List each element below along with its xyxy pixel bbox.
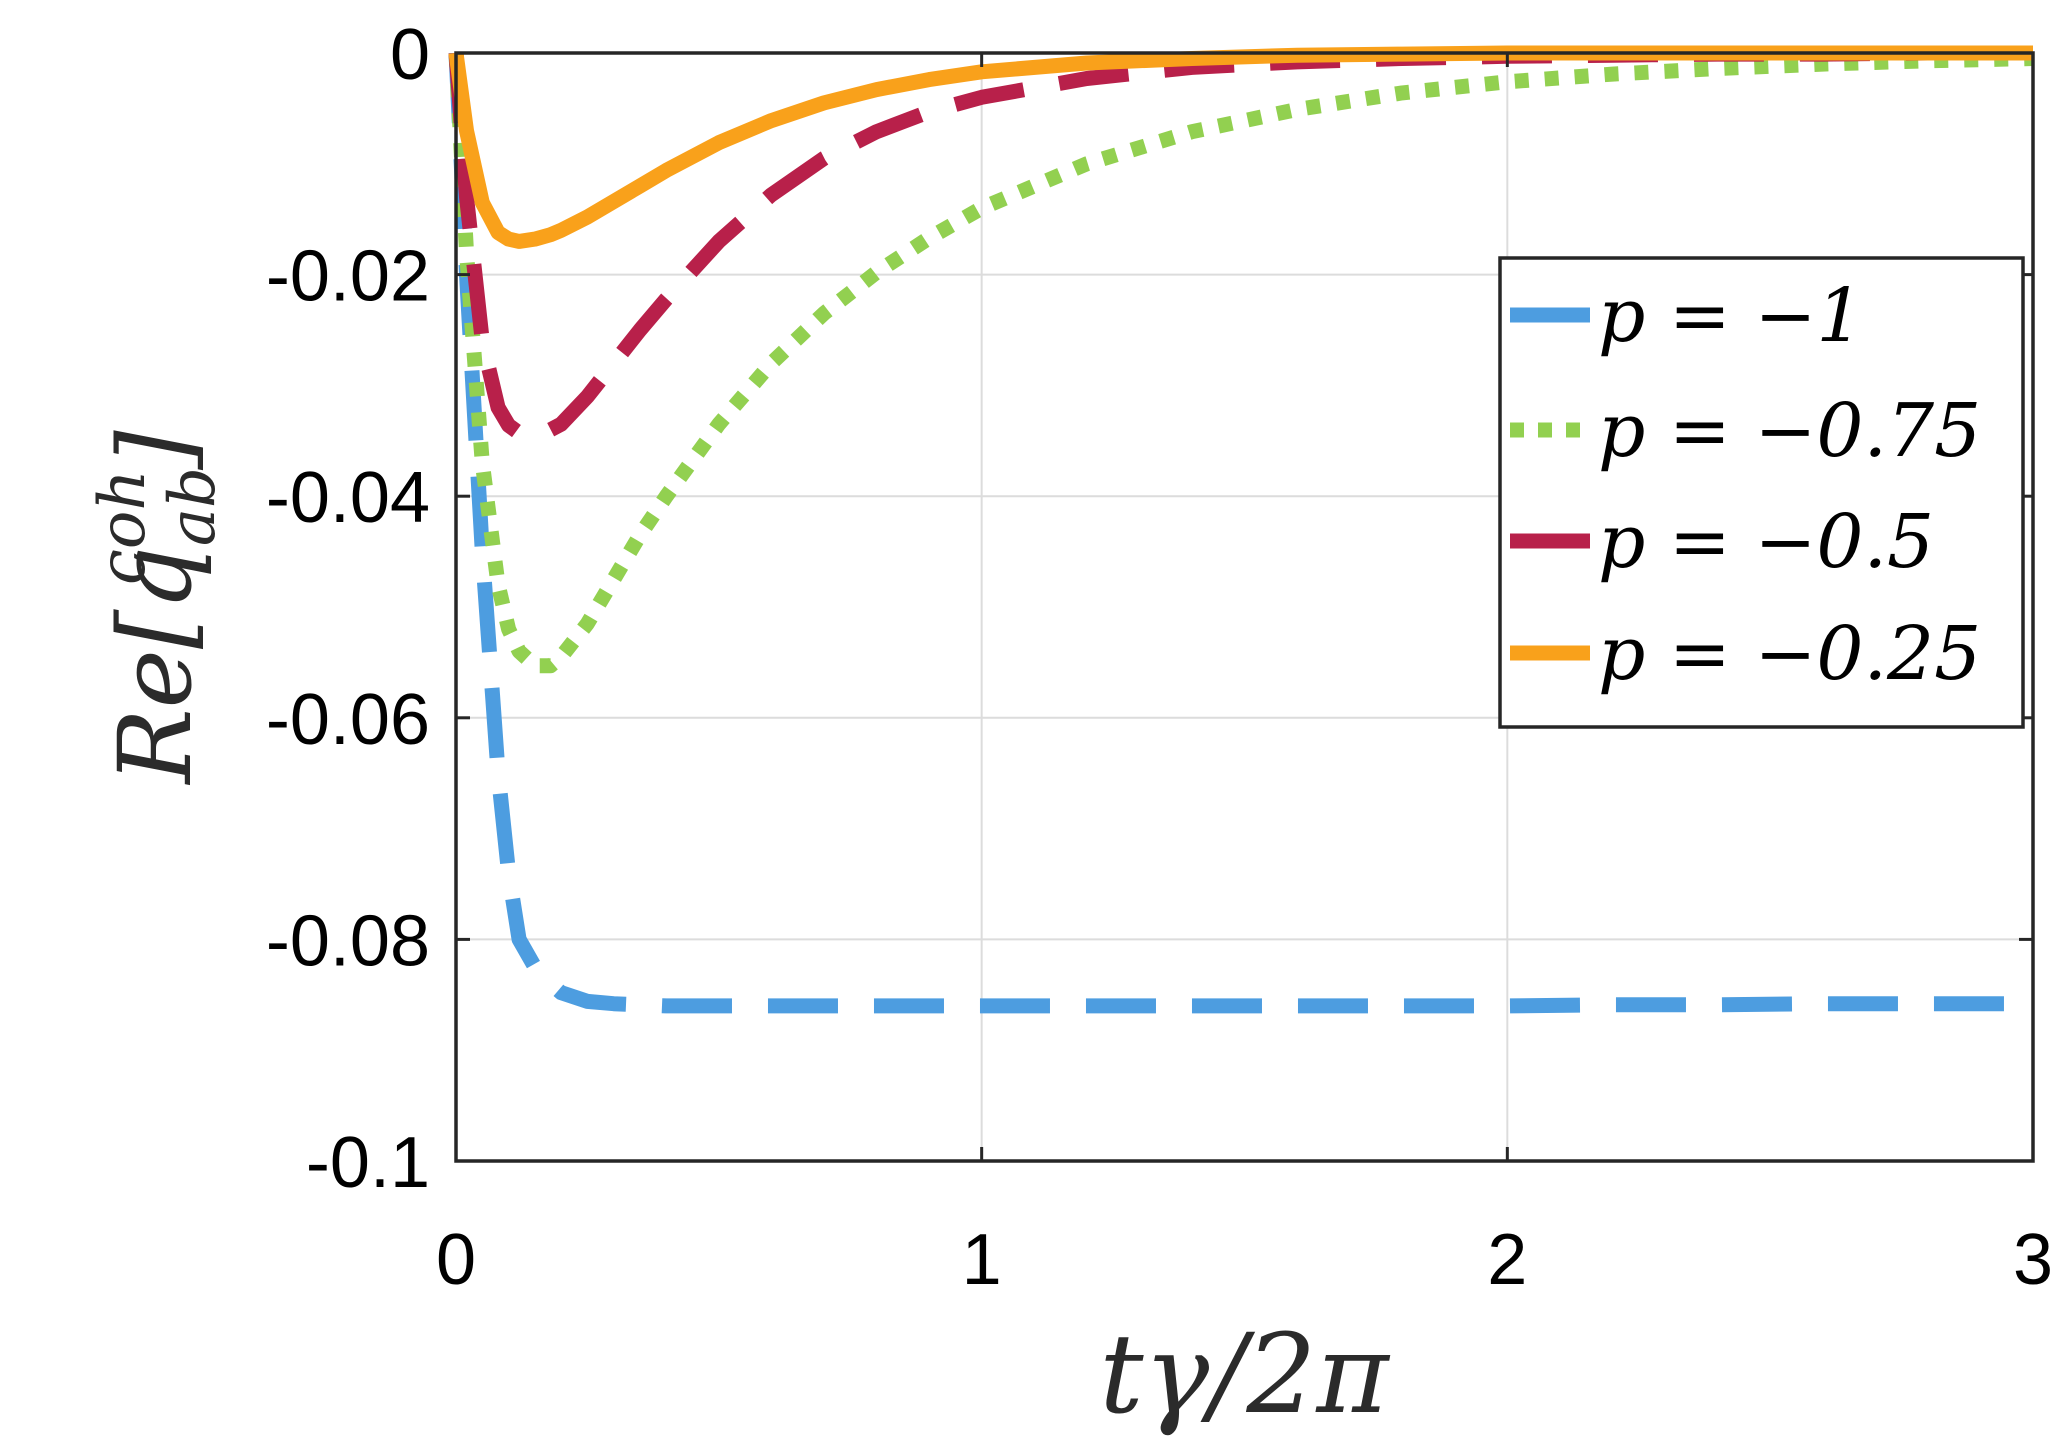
y-tick-label: -0.1 [306, 1123, 430, 1203]
x-axis-label: tγ/2π [1099, 1310, 1390, 1438]
y-axis-label-prefix: Re[q [97, 546, 214, 786]
y-axis-label-suffix: ] [97, 429, 214, 470]
x-tick-label: 3 [2013, 1220, 2053, 1300]
x-tick-label: 0 [436, 1220, 476, 1300]
y-tick-label: -0.02 [266, 237, 430, 317]
tick-marks [454, 51, 2035, 1163]
x-tick-label: 2 [1487, 1220, 1527, 1300]
y-axis-label: Re[qabcoh] [86, 429, 230, 785]
legend-label: p = −0.25 [1598, 611, 1981, 697]
y-tick-label: -0.08 [266, 901, 430, 981]
y-tick-labels: 0 -0.02 -0.04 -0.06 -0.08 -0.1 [266, 15, 430, 1203]
y-tick-label: -0.06 [266, 680, 430, 760]
series-line [448, 52, 2033, 1014]
x-tick-label: 1 [962, 1220, 1002, 1300]
plot-frame [454, 51, 2035, 1163]
legend-label: p = −0.75 [1598, 388, 1981, 474]
y-axis-label-subscript: ab [156, 467, 230, 546]
legend-label: p = −1 [1598, 273, 1864, 359]
y-tick-label: -0.04 [266, 458, 430, 538]
legend-label: p = −0.5 [1598, 499, 1934, 585]
x-tick-labels: 0 1 2 3 [436, 1220, 2053, 1300]
legend: p = −1 p = −0.75 p = −0.5 p = −0.25 [1498, 256, 2025, 729]
y-tick-label: 0 [390, 15, 430, 95]
y-axis-label-superscript: coh [86, 469, 160, 585]
